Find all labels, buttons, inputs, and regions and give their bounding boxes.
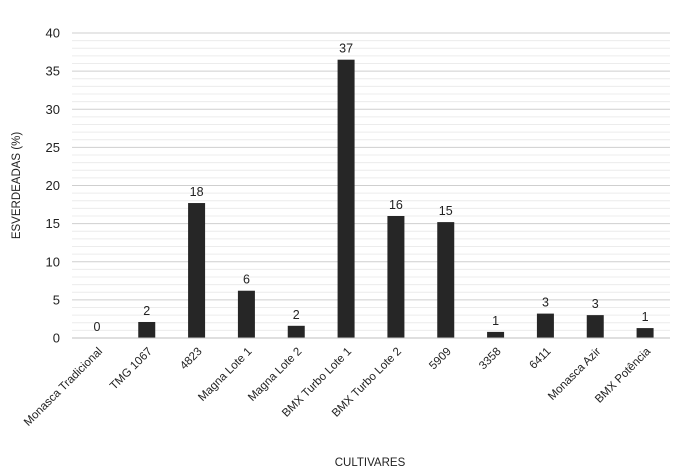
x-tick-label: 5909	[427, 346, 454, 373]
data-label: 37	[339, 42, 353, 56]
bar	[237, 290, 255, 338]
x-tick-label: TMG 1067	[108, 346, 155, 393]
data-label: 2	[143, 304, 150, 318]
data-label: 0	[93, 320, 100, 334]
y-tick-label: 35	[46, 64, 60, 79]
data-label: 15	[439, 204, 453, 218]
data-label: 1	[492, 314, 499, 328]
bar	[387, 216, 405, 338]
y-tick-label: 5	[53, 292, 60, 307]
bar	[437, 222, 455, 338]
y-axis-label: ESVERDEADAS (%)	[11, 132, 23, 240]
data-label: 3	[592, 297, 599, 311]
y-axis-ticks: 0 5 10 15 20 25 30 35 40	[46, 26, 60, 346]
x-tick-label: Monasca Tradicional	[22, 346, 105, 429]
y-tick-label: 0	[53, 331, 60, 346]
bar	[586, 315, 604, 338]
y-tick-label: 20	[46, 178, 60, 193]
y-tick-label: 10	[46, 254, 60, 269]
y-tick-label: 30	[46, 102, 60, 117]
x-tick-label: 4823	[178, 346, 205, 373]
data-label: 3	[542, 296, 549, 310]
bar	[536, 313, 554, 338]
data-label: 2	[293, 308, 300, 322]
data-labels: 0 2 18 6 2 37 16 15 1 3 3 1	[93, 42, 648, 334]
x-axis-label: CULTIVARES	[335, 457, 406, 469]
bar	[337, 59, 355, 338]
data-label: 16	[389, 198, 403, 212]
gridlines	[72, 32, 670, 331]
x-tick-label: 6411	[528, 346, 554, 372]
bar	[138, 321, 156, 338]
y-tick-label: 40	[46, 26, 60, 41]
bar	[188, 203, 206, 338]
data-label: 6	[243, 273, 250, 287]
bar	[287, 325, 305, 338]
y-tick-label: 15	[46, 216, 60, 231]
y-tick-label: 25	[46, 140, 60, 155]
bar	[636, 328, 654, 338]
bars	[138, 59, 654, 338]
bar	[487, 331, 505, 338]
data-label: 18	[190, 185, 204, 199]
data-label: 1	[642, 310, 649, 324]
x-tick-label: 3358	[477, 346, 504, 373]
